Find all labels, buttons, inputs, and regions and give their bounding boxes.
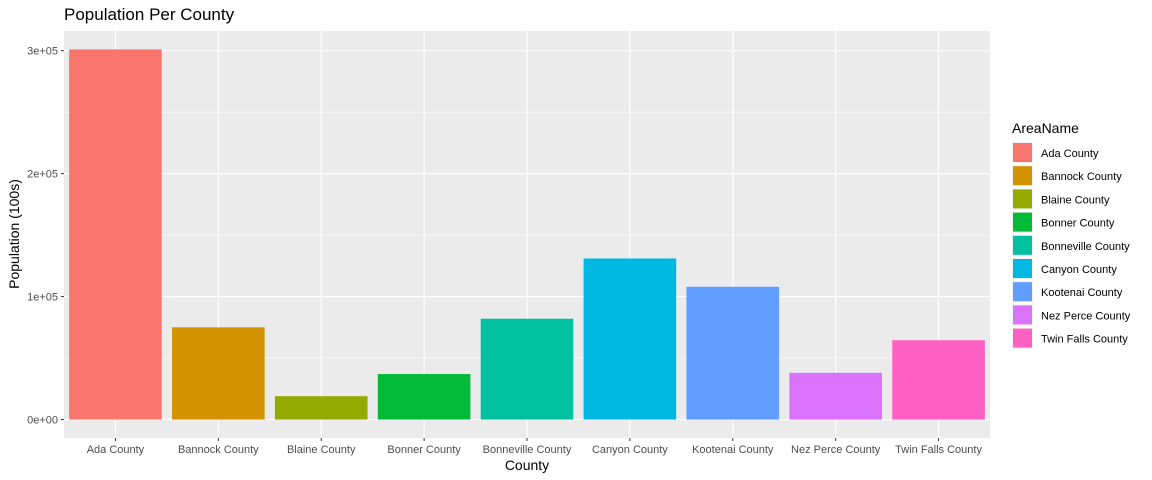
legend-swatch — [1013, 235, 1032, 255]
legend-swatch — [1013, 189, 1032, 209]
y-axis: 0e+00 1e+05 2e+05 3e+05 — [27, 46, 64, 427]
x-tick-label: Bonner County — [387, 444, 461, 456]
legend-label: Bonner County — [1041, 218, 1115, 230]
legend-label: Twin Falls County — [1041, 334, 1128, 346]
x-tick-label: Twin Falls County — [895, 444, 982, 456]
legend-swatch — [1013, 305, 1032, 325]
bar — [686, 286, 780, 420]
y-tick-label: 3e+05 — [27, 46, 58, 58]
legend-swatch — [1013, 212, 1032, 232]
bar — [274, 396, 368, 420]
legend-label: Kootenai County — [1041, 287, 1123, 299]
bars — [69, 49, 985, 420]
x-tick-label: Blaine County — [287, 444, 356, 456]
legend-swatch — [1013, 259, 1032, 278]
bar — [789, 372, 882, 420]
legend-label: Ada County — [1041, 148, 1099, 160]
legend-title: AreaName — [1012, 120, 1079, 136]
legend-label: Canyon County — [1041, 264, 1117, 276]
x-tick-label: Ada County — [87, 444, 145, 456]
y-tick-label: 1e+05 — [27, 292, 58, 304]
x-axis-title: County — [505, 457, 549, 473]
y-tick-label: 2e+05 — [27, 169, 58, 181]
legend-swatch — [1013, 143, 1032, 162]
legend-label: Bannock County — [1041, 171, 1122, 183]
bar — [583, 258, 677, 420]
legend: AreaName Ada County Bannock County Blaine … — [1012, 120, 1131, 349]
legend-swatch — [1013, 328, 1032, 348]
bar — [172, 327, 265, 420]
legend-swatch — [1013, 166, 1032, 186]
chart-title: Population Per County — [64, 5, 235, 24]
legend-label: Bonneville County — [1041, 241, 1130, 253]
x-tick-label: Nez Perce County — [791, 444, 881, 456]
y-axis-title: Population (100s) — [6, 179, 22, 289]
y-tick-label: 0e+00 — [27, 415, 58, 427]
legend-label: Nez Perce County — [1041, 310, 1131, 322]
x-tick-label: Bonneville County — [483, 444, 572, 456]
x-tick-label: Canyon County — [592, 444, 668, 456]
bar — [892, 340, 985, 420]
bar — [480, 318, 574, 420]
bar — [69, 49, 162, 420]
legend-swatch — [1013, 282, 1032, 302]
legend-label: Blaine County — [1041, 194, 1110, 206]
x-tick-label: Kootenai County — [692, 444, 774, 456]
x-tick-label: Bannock County — [178, 444, 259, 456]
bar — [377, 374, 471, 420]
x-axis: Ada County Bannock County Blaine County Bon… — [87, 438, 982, 456]
